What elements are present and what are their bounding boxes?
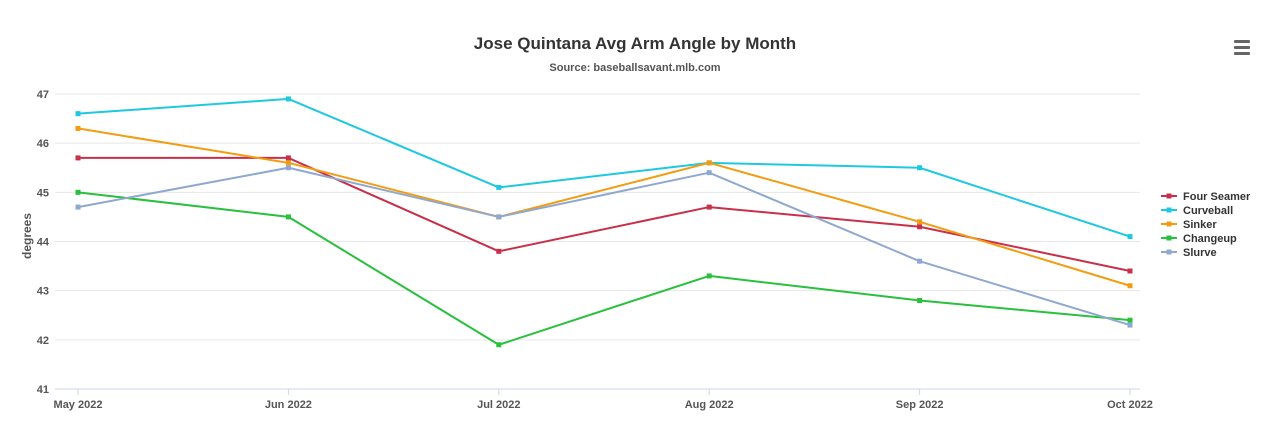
data-point[interactable] <box>496 342 502 348</box>
y-tick-label: 44 <box>37 237 50 249</box>
y-axis-title: degrees <box>20 213 34 259</box>
y-tick-label: 41 <box>37 384 49 396</box>
data-point[interactable] <box>706 273 712 279</box>
data-point[interactable] <box>75 189 81 195</box>
gridlines <box>55 93 1140 341</box>
legend-label: Changeup <box>1183 233 1237 245</box>
data-point[interactable] <box>1127 283 1133 289</box>
data-point[interactable] <box>285 160 291 166</box>
data-point[interactable] <box>496 214 502 220</box>
chart-title: Jose Quintana Avg Arm Angle by Month <box>474 34 796 53</box>
y-tick-label: 47 <box>37 89 49 101</box>
data-point[interactable] <box>1127 322 1133 328</box>
data-point[interactable] <box>917 165 923 171</box>
data-point[interactable] <box>917 219 923 225</box>
series-line-slurve <box>77 166 1131 327</box>
legend-label: Four Seamer <box>1183 191 1251 203</box>
data-point[interactable] <box>285 165 291 171</box>
y-tick-label: 43 <box>37 286 49 298</box>
data-point[interactable] <box>706 170 712 176</box>
y-tick-label: 45 <box>37 187 49 199</box>
series-line-sinker <box>77 127 1131 287</box>
data-point[interactable] <box>917 258 923 264</box>
data-point[interactable] <box>917 298 923 303</box>
chart-subtitle: Source: baseballsavant.mlb.com <box>549 62 720 74</box>
legend-marker <box>1166 207 1172 213</box>
data-point[interactable] <box>1127 317 1133 323</box>
x-tick-label: Aug 2022 <box>685 399 734 411</box>
data-point[interactable] <box>496 248 502 254</box>
legend-item-four-seamer[interactable]: Four Seamer <box>1161 191 1251 203</box>
x-tick-label: Oct 2022 <box>1107 399 1153 411</box>
series-slurve <box>75 165 1133 328</box>
legend-label: Curveball <box>1183 205 1233 217</box>
x-tick-label: Jul 2022 <box>477 399 520 411</box>
series-curveball <box>75 96 1133 240</box>
axes: 41 42 43 44 45 46 47 May 2022 Jun 2022 Jul 2022 Au… <box>37 89 1153 411</box>
hamburger-menu-icon[interactable] <box>1226 36 1258 60</box>
legend-label: Sinker <box>1183 219 1217 231</box>
series-four-seamer <box>75 155 1133 274</box>
data-point[interactable] <box>75 111 81 117</box>
legend: Four Seamer Curveball Sinker Changeup Slurve <box>1161 191 1251 259</box>
series-line-changeup <box>77 191 1131 346</box>
legend-marker <box>1166 249 1172 255</box>
series-line-curveball <box>77 97 1131 238</box>
legend-label: Slurve <box>1183 247 1217 259</box>
data-point[interactable] <box>285 96 291 102</box>
legend-item-sinker[interactable]: Sinker <box>1161 219 1217 231</box>
x-tick-label: Sep 2022 <box>896 399 944 411</box>
legend-item-slurve[interactable]: Slurve <box>1161 247 1217 259</box>
y-tick-label: 42 <box>37 335 49 347</box>
x-tick-label: Jun 2022 <box>265 399 312 411</box>
y-tick-label: 46 <box>37 138 49 150</box>
legend-item-changeup[interactable]: Changeup <box>1161 233 1237 245</box>
legend-marker <box>1166 235 1172 241</box>
legend-marker <box>1166 193 1172 199</box>
legend-item-curveball[interactable]: Curveball <box>1161 205 1233 217</box>
series-sinker <box>75 125 1133 289</box>
data-point[interactable] <box>75 125 81 131</box>
data-point[interactable] <box>285 155 291 161</box>
legend-marker <box>1166 221 1172 227</box>
series-changeup <box>75 189 1133 348</box>
data-point[interactable] <box>1127 234 1133 240</box>
data-point[interactable] <box>285 214 291 220</box>
data-point[interactable] <box>75 155 81 161</box>
data-point[interactable] <box>496 184 502 190</box>
x-tick-label: May 2022 <box>54 399 103 411</box>
data-point[interactable] <box>1127 268 1133 274</box>
data-point[interactable] <box>917 224 923 230</box>
data-point[interactable] <box>706 204 712 210</box>
data-point[interactable] <box>706 160 712 166</box>
series-lines <box>75 96 1133 348</box>
data-point[interactable] <box>75 204 81 210</box>
